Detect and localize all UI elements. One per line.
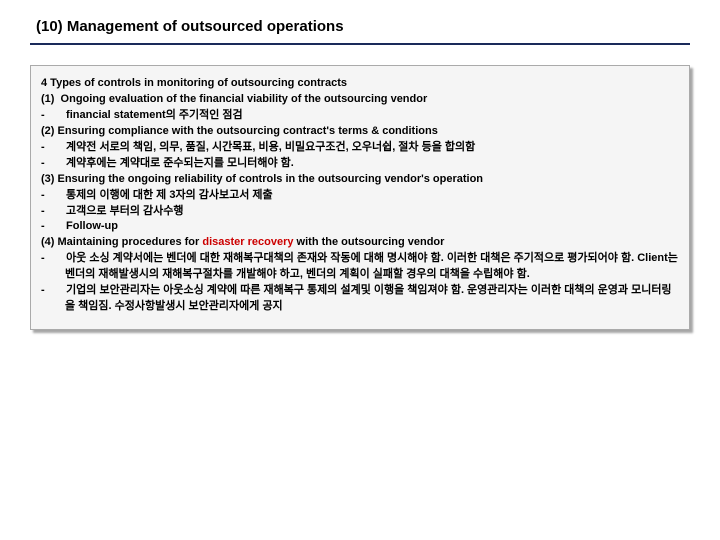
item2-bullet1: - 계약전 서로의 책임, 의무, 품질, 시간목표, 비용, 비밀요구조건, … bbox=[41, 140, 679, 156]
item4-title: (4) Maintaining procedures for disaster … bbox=[41, 235, 679, 251]
item2-bullet2: - 계약후에는 계약대로 준수되는지를 모니터해야 함. bbox=[41, 156, 679, 172]
item1-bullet1: - financial statement의 주기적인 점검 bbox=[41, 108, 679, 124]
item4-bullet1: - 아웃 소싱 계약서에는 벤더에 대한 재해복구대책의 존재와 작동에 대해 … bbox=[41, 251, 679, 283]
item3-bullet1: - 통제의 이행에 대한 제 3자의 감사보고서 제출 bbox=[41, 188, 679, 204]
bullet-dash: - bbox=[41, 284, 66, 296]
item4-prefix: (4) Maintaining procedures for bbox=[41, 236, 202, 248]
item3-title: (3) Ensuring the ongoing reliability of … bbox=[41, 172, 679, 188]
item1-title: (1) Ongoing evaluation of the financial … bbox=[41, 92, 679, 108]
item2-title: (2) Ensuring compliance with the outsour… bbox=[41, 124, 679, 140]
item4-bullet2: - 기업의 보안관리자는 아웃소싱 계약에 따른 재해복구 통제의 설계및 이행… bbox=[41, 283, 679, 315]
item4-suffix: with the outsourcing vendor bbox=[293, 236, 444, 248]
item3-bullet3: - Follow-up bbox=[41, 219, 679, 235]
item3-bullet2: - 고객으로 부터의 감사수행 bbox=[41, 204, 679, 220]
item4-bullet1-body: 아웃 소싱 계약서에는 벤더에 대한 재해복구대책의 존재와 작동에 대해 명시… bbox=[65, 252, 681, 280]
title-underline bbox=[30, 43, 690, 45]
content-box: 4 Types of controls in monitoring of out… bbox=[30, 65, 690, 330]
box-heading: 4 Types of controls in monitoring of out… bbox=[41, 76, 679, 92]
bullet-dash: - bbox=[41, 252, 66, 264]
slide-title: (10) Management of outsourced operations bbox=[30, 18, 690, 43]
item4-red: disaster recovery bbox=[202, 236, 293, 248]
item4-bullet2-body: 기업의 보안관리자는 아웃소싱 계약에 따른 재해복구 통제의 설계및 이행을 … bbox=[65, 284, 672, 312]
